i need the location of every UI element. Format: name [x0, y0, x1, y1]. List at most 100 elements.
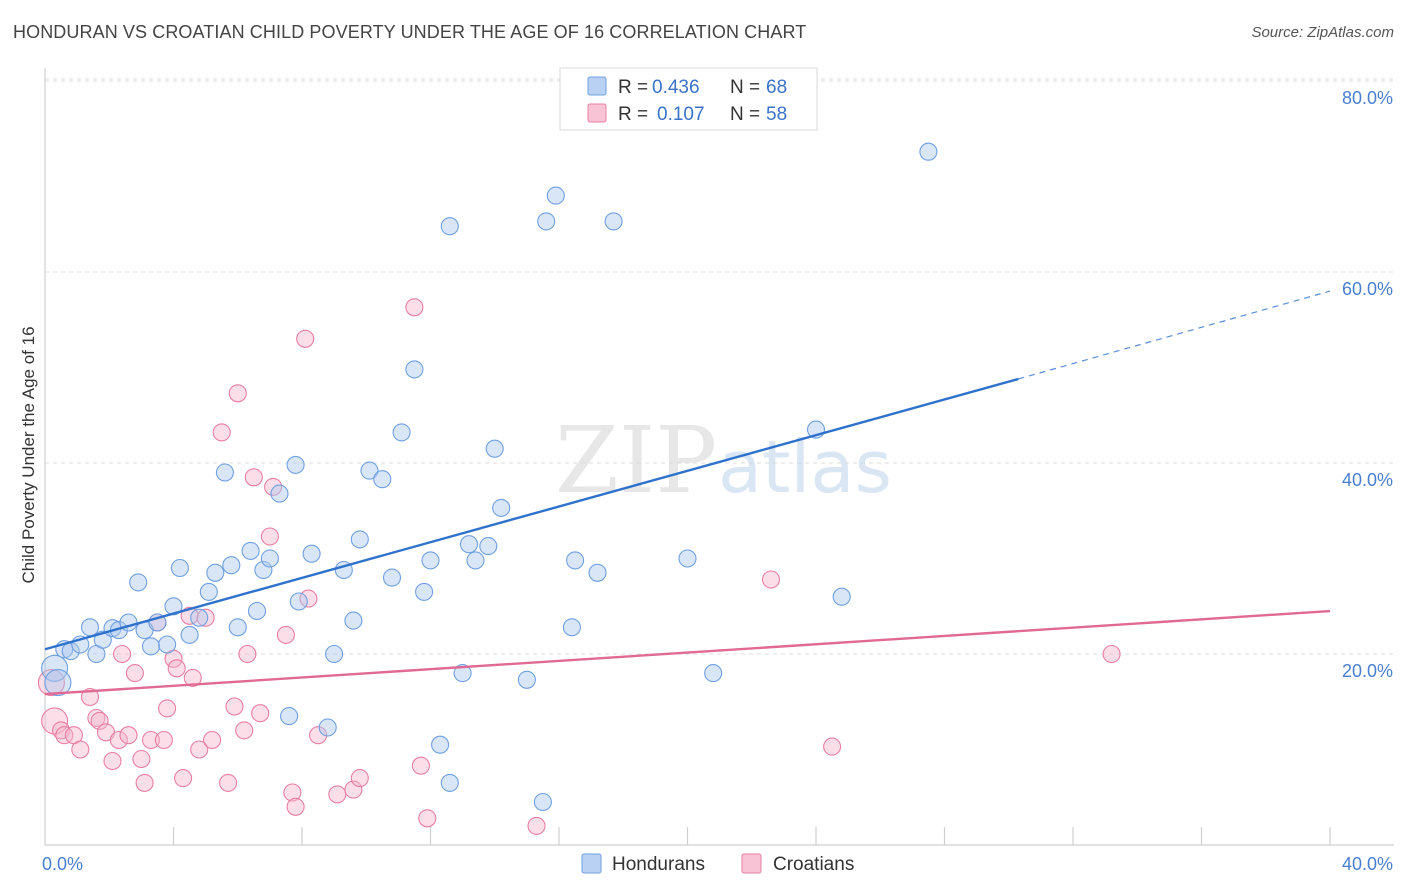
- hondurans-point-62: [604, 212, 623, 231]
- hondurans-point-18: [180, 625, 199, 644]
- hondurans-point-52: [479, 537, 498, 556]
- croatians-point-29: [212, 423, 231, 442]
- croatians-point-27: [196, 608, 215, 627]
- croatians-point-53: [823, 737, 842, 756]
- bottom-legend-label-hondurans: Hondurans: [612, 854, 705, 875]
- x-tick-label-min: 0.0%: [42, 854, 83, 874]
- legend-r-value-hondurans: 0.436: [652, 77, 700, 98]
- croatians-point-10: [103, 751, 122, 771]
- croatians-point-32: [228, 384, 247, 403]
- hondurans-point-56: [533, 792, 552, 812]
- hondurans-point-59: [562, 618, 581, 637]
- croatians-point-38: [264, 477, 283, 496]
- hondurans-trend-line: [44, 377, 1019, 651]
- y-tick-label-40: 40.0%: [1342, 470, 1393, 490]
- bottom-legend-swatch-hondurans: [581, 853, 602, 874]
- croatians-point-14: [125, 664, 144, 683]
- hondurans-point-44: [415, 582, 434, 601]
- croatians-point-16: [135, 773, 154, 792]
- legend-swatch-hondurans: [587, 76, 607, 96]
- croatians-point-0: [37, 669, 65, 697]
- croatians-point-6: [80, 687, 100, 707]
- hondurans-point-24: [228, 618, 247, 637]
- hondurans-point-63: [678, 549, 697, 568]
- croatians-point-48: [405, 298, 424, 317]
- series-croatians-points: [37, 298, 1121, 835]
- trend-lines: [44, 290, 1331, 696]
- hondurans-point-31: [286, 455, 305, 474]
- hondurans-point-55: [517, 670, 536, 689]
- series-hondurans-points: [41, 142, 938, 812]
- croatians-point-33: [235, 721, 254, 740]
- hondurans-point-67: [919, 142, 938, 161]
- hondurans-point-34: [318, 718, 337, 737]
- hondurans-point-5: [80, 618, 100, 637]
- legend-swatch-croatians: [587, 103, 607, 123]
- y-tick-label-20: 20.0%: [1342, 661, 1393, 681]
- hondurans-point-37: [344, 611, 363, 630]
- hondurans-point-19: [190, 608, 209, 627]
- hondurans-point-54: [492, 498, 511, 517]
- hondurans-point-61: [588, 563, 607, 582]
- croatians-point-45: [328, 785, 347, 804]
- hondurans-point-20: [199, 582, 218, 601]
- hondurans-point-35: [325, 644, 344, 664]
- croatians-point-46: [344, 780, 363, 799]
- croatians-point-31: [225, 697, 244, 716]
- croatians-point-39: [276, 625, 295, 644]
- hondurans-point-15: [158, 635, 177, 654]
- watermark-zip: ZIP: [555, 407, 717, 514]
- croatians-point-54: [1102, 644, 1121, 664]
- hondurans-point-21: [206, 563, 225, 582]
- croatians-point-34: [238, 644, 257, 664]
- hondurans-point-53: [485, 439, 504, 458]
- croatians-point-20: [158, 699, 177, 718]
- hondurans-point-30: [280, 707, 299, 726]
- hondurans-point-26: [247, 601, 267, 621]
- y-tick-label-80: 80.0%: [1342, 88, 1393, 108]
- hondurans-point-33: [302, 544, 321, 563]
- hondurans-point-66: [832, 587, 851, 606]
- hondurans-point-28: [260, 549, 279, 568]
- croatians-point-30: [219, 773, 238, 792]
- hondurans-point-43: [405, 360, 424, 379]
- hondurans-point-48: [440, 217, 459, 236]
- croatians-point-51: [527, 816, 546, 835]
- croatians-point-5: [71, 740, 90, 759]
- hondurans-point-58: [546, 186, 565, 205]
- hondurans-point-11: [129, 573, 148, 592]
- croatians-point-47: [350, 769, 369, 788]
- hondurans-point-51: [466, 551, 485, 570]
- bottom-legend: Hondurans Croatians: [581, 853, 854, 875]
- croatians-point-17: [141, 730, 161, 750]
- croatians-point-7: [87, 708, 106, 728]
- hondurans-point-42: [392, 423, 411, 442]
- hondurans-point-17: [170, 558, 189, 578]
- legend-n-value-hondurans: 68: [766, 77, 787, 98]
- croatians-trend-line: [44, 609, 1331, 696]
- hondurans-point-60: [566, 551, 585, 570]
- legend-box: R = 0.436 N = 68 R = 0.107 N = 58: [559, 67, 818, 131]
- hondurans-point-32: [289, 592, 308, 611]
- croatians-point-25: [183, 668, 202, 687]
- croatians-point-12: [113, 644, 132, 664]
- hondurans-point-1: [44, 669, 72, 697]
- croatians-point-26: [190, 740, 209, 759]
- hondurans-point-46: [431, 735, 450, 754]
- croatians-point-49: [411, 756, 430, 775]
- croatians-point-50: [418, 809, 437, 828]
- bottom-legend-label-croatians: Croatians: [773, 854, 854, 875]
- hondurans-point-49: [453, 664, 472, 683]
- hondurans-point-50: [459, 535, 479, 554]
- croatians-point-37: [260, 527, 279, 546]
- croatians-point-3: [55, 726, 74, 745]
- croatians-point-52: [761, 570, 781, 589]
- hondurans-point-23: [222, 556, 241, 575]
- gridlines: [45, 78, 1394, 655]
- x-tick-label-max: 40.0%: [1342, 854, 1393, 874]
- hondurans-point-25: [241, 541, 260, 560]
- y-axis-label: Child Poverty Under the Age of 16: [19, 326, 38, 583]
- hondurans-point-64: [704, 664, 723, 683]
- hondurans-point-29: [270, 484, 289, 503]
- croatians-point-22: [167, 659, 186, 678]
